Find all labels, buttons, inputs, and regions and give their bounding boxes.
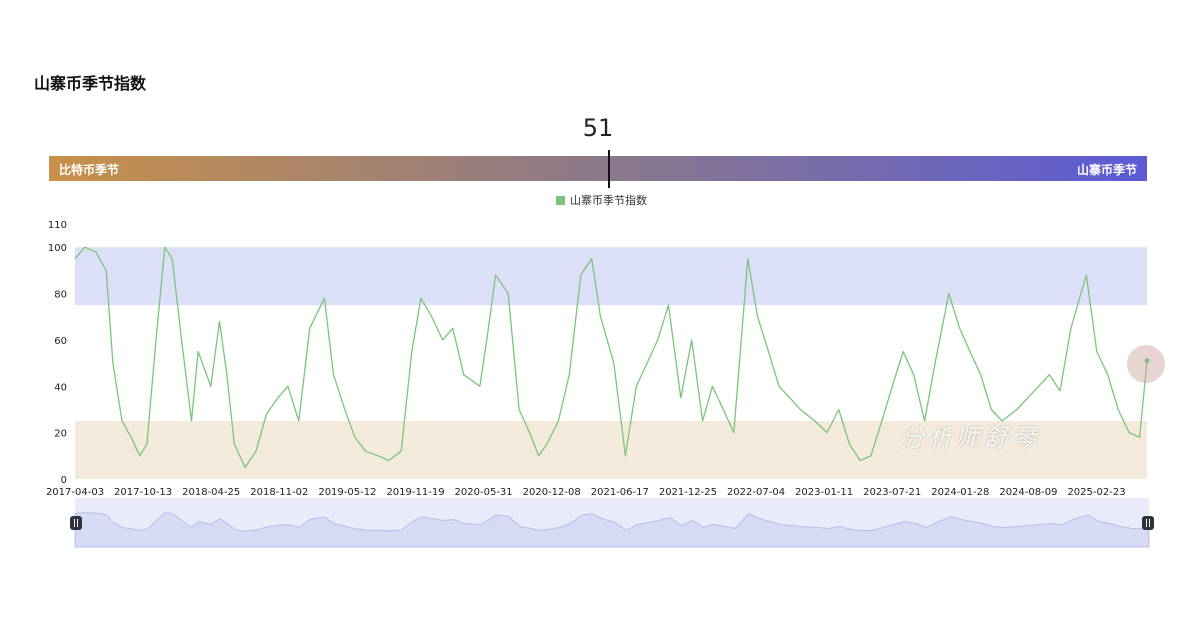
- handle-body: [70, 516, 82, 530]
- x-tick-label: 2019-11-19: [386, 487, 444, 498]
- navigator-handle-right[interactable]: [1142, 516, 1154, 530]
- navigator-preview-area: [74, 512, 1150, 548]
- x-tick-label: 2020-12-08: [523, 487, 581, 498]
- x-tick-label: 2021-06-17: [591, 487, 649, 498]
- x-tick-label: 2021-12-25: [659, 487, 717, 498]
- x-tick-label: 2024-08-09: [999, 487, 1057, 498]
- current-value-readout: 51: [582, 114, 614, 142]
- x-tick-label: 2017-04-03: [46, 487, 104, 498]
- x-tick-label: 2020-05-31: [455, 487, 513, 498]
- y-tick-label: 40: [54, 382, 67, 393]
- y-tick-label: 20: [54, 429, 67, 440]
- y-tick-label: 80: [54, 290, 67, 301]
- data-point-last: [1144, 358, 1150, 364]
- altcoin-season-label: 山寨币季节: [1076, 163, 1137, 177]
- y-tick-label: 0: [61, 475, 67, 486]
- y-tick-label: 100: [48, 243, 67, 254]
- x-tick-label: 2019-05-12: [318, 487, 376, 498]
- x-tick-label: 2024-01-28: [931, 487, 989, 498]
- legend-swatch: [556, 195, 565, 205]
- handle-body: [1142, 516, 1154, 530]
- x-tick-label: 2018-04-25: [182, 487, 240, 498]
- y-tick-label: 60: [54, 336, 67, 347]
- x-tick-label: 2025-02-23: [1067, 487, 1125, 498]
- navigator-handle-left[interactable]: [70, 516, 82, 530]
- x-tick-label: 2023-01-11: [795, 487, 853, 498]
- chart-band-0: [75, 247, 1147, 306]
- range-navigator: [75, 498, 1149, 547]
- gauge-value-marker: [607, 150, 610, 188]
- watermark-text: 分析师舒琴: [900, 424, 1040, 452]
- last-point-highlight: [1127, 345, 1165, 383]
- x-tick-label: 2022-07-04: [727, 487, 785, 498]
- page-title: 山寨币季节指数: [34, 74, 147, 93]
- x-tick-label: 2023-07-21: [863, 487, 921, 498]
- season-gauge-bar: 比特币季节 山寨币季节: [49, 150, 1147, 188]
- x-tick-label: 2017-10-13: [114, 487, 172, 498]
- y-tick-label: 110: [48, 220, 67, 231]
- legend-label: 山寨币季节指数: [570, 194, 647, 207]
- x-tick-label: 2018-11-02: [250, 487, 308, 498]
- chart-legend[interactable]: 山寨币季节指数: [556, 192, 647, 208]
- bitcoin-season-label: 比特币季节: [59, 163, 120, 177]
